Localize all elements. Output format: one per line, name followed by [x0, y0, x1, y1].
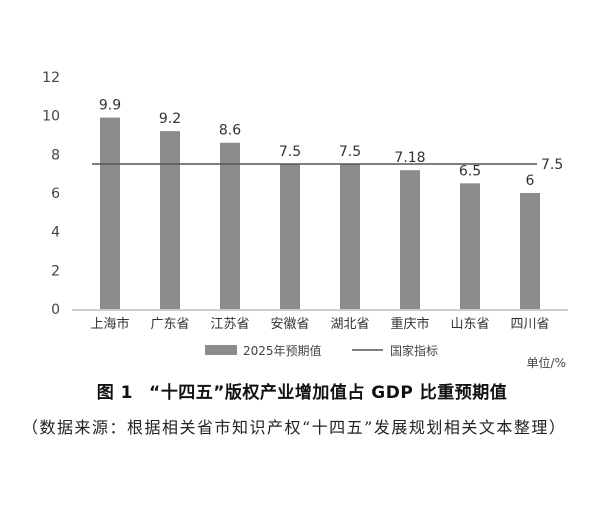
- y-tick-label: 8: [51, 147, 60, 163]
- bar-value-label: 7.18: [394, 150, 425, 166]
- bar: [160, 131, 180, 309]
- bar-value-label: 6: [526, 173, 535, 189]
- y-tick-label: 10: [42, 109, 60, 125]
- x-tick-label: 重庆市: [390, 316, 429, 332]
- unit-label: 单位/%: [527, 355, 566, 370]
- bar-value-label: 9.9: [99, 98, 121, 114]
- y-tick-label: 2: [51, 263, 60, 279]
- x-tick-label: 湖北省: [330, 317, 369, 332]
- bar-value-label: 7.5: [279, 144, 301, 160]
- x-tick-label: 上海市: [90, 316, 129, 332]
- bar-value-label: 7.5: [339, 144, 361, 160]
- bar: [280, 164, 300, 309]
- y-tick-label: 4: [51, 225, 60, 241]
- bar: [400, 170, 420, 309]
- source-note: （数据来源：根据相关省市知识产权“十四五”发展规划相关文本整理）: [22, 418, 567, 437]
- y-tick-label: 6: [51, 186, 60, 202]
- bar: [460, 183, 480, 309]
- reference-line-label: 7.5: [541, 157, 563, 173]
- legend-label-bar: 2025年预期值: [243, 343, 322, 358]
- x-tick-label: 江苏省: [210, 316, 249, 332]
- y-tick-label: 0: [51, 302, 60, 318]
- bar-value-label: 8.6: [219, 123, 241, 139]
- bar-value-label: 9.2: [159, 111, 181, 127]
- chart: 0 2 4 6 8 10 12 9.9 上海市 9.2 广东省 8.6 江苏省 7.5 安徽省 7.5 湖北省 7…: [42, 70, 568, 370]
- bar: [100, 117, 120, 309]
- legend-label-line: 国家指标: [390, 343, 438, 358]
- figure-caption: 图 1 “十四五”版权产业增加值占 GDP 比重预期值: [0, 378, 604, 403]
- bar: [520, 193, 540, 309]
- bar: [220, 142, 240, 309]
- x-tick-label: 四川省: [510, 317, 549, 332]
- bar: [340, 164, 360, 309]
- figure-title: “十四五”版权产业增加值占 GDP 比重预期值: [149, 383, 508, 403]
- legend-swatch-bar: [205, 345, 237, 355]
- x-tick-label: 广东省: [150, 317, 189, 332]
- x-tick-label: 山东省: [450, 317, 489, 332]
- x-tick-label: 安徽省: [270, 317, 309, 332]
- bar-value-label: 6.5: [459, 163, 481, 179]
- figure-number: 图 1: [96, 383, 134, 403]
- y-tick-label: 12: [42, 70, 60, 86]
